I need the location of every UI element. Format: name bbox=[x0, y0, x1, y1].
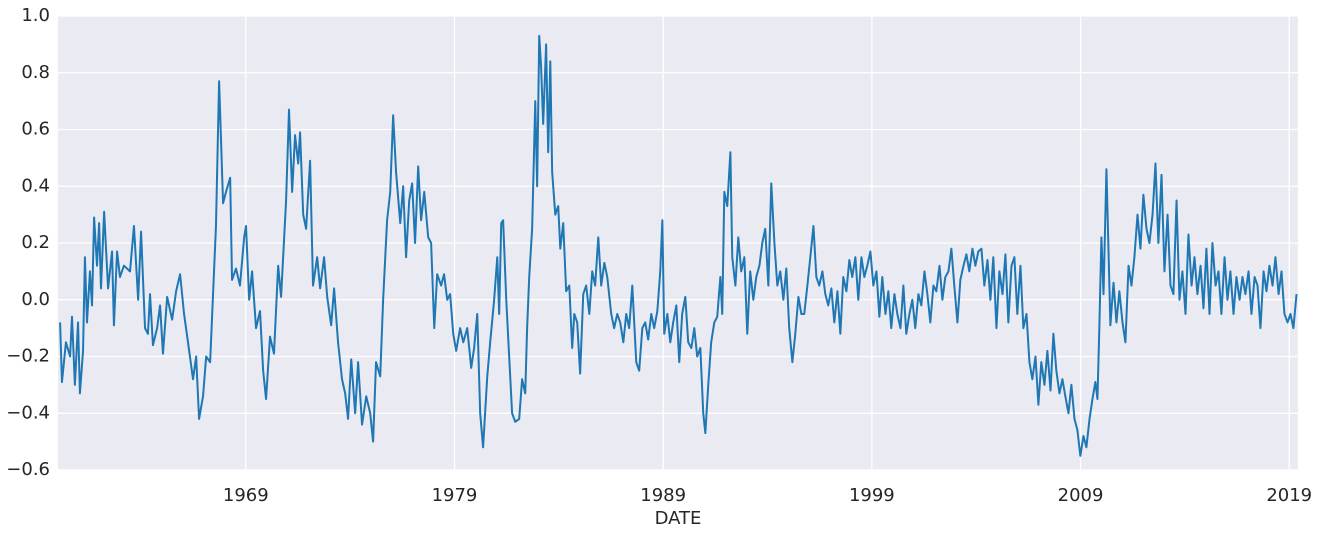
x-axis-label: DATE bbox=[655, 508, 702, 529]
y-tick-label: 0.8 bbox=[21, 62, 50, 83]
x-tick-label: 2009 bbox=[1058, 485, 1104, 506]
x-tick-label: 1979 bbox=[432, 485, 478, 506]
x-tick-label: 1999 bbox=[849, 485, 895, 506]
y-tick-label: 0.2 bbox=[21, 232, 50, 253]
y-tick-label: −0.2 bbox=[6, 346, 50, 367]
y-tick-label: 0.6 bbox=[21, 119, 50, 140]
y-tick-label: 1.0 bbox=[21, 5, 50, 26]
y-tick-label: 0.0 bbox=[21, 289, 50, 310]
y-tick-label: −0.4 bbox=[6, 402, 50, 423]
x-tick-label: 1969 bbox=[223, 485, 269, 506]
line bbox=[59, 34, 1298, 457]
y-tick-label: −0.6 bbox=[6, 459, 50, 480]
x-tick-label: 1989 bbox=[640, 485, 686, 506]
x-tick-label: 2019 bbox=[1266, 485, 1312, 506]
y-tick-label: 0.4 bbox=[21, 175, 50, 196]
